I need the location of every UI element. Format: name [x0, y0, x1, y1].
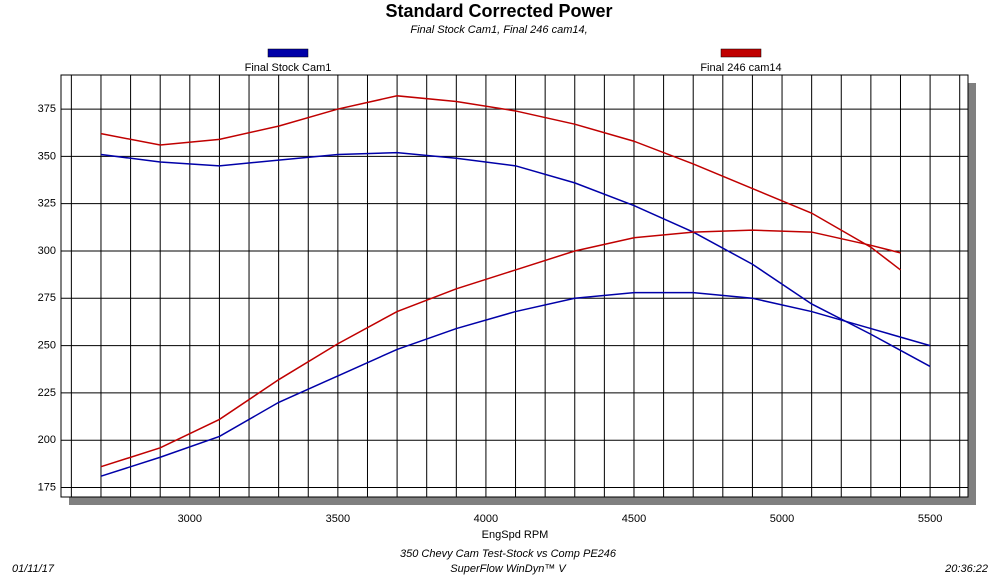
x-tick-label: 4500 [622, 513, 646, 525]
y-tick-label: 350 [38, 150, 56, 162]
y-tick-label: 175 [38, 481, 56, 493]
y-tick-label: 325 [38, 198, 56, 210]
legend-label: Final Stock Cam1 [245, 62, 332, 74]
y-tick-label: 225 [38, 387, 56, 399]
date: 01/11/17 [12, 563, 55, 575]
y-tick-label: 375 [38, 103, 56, 115]
x-tick-label: 5500 [918, 513, 942, 525]
data-line [100, 291, 931, 477]
x-tick-label: 3000 [178, 513, 202, 525]
chart-title: Standard Corrected Power [385, 1, 612, 21]
legend-label: Final 246 cam14 [700, 62, 781, 74]
y-tick-label: 250 [38, 340, 56, 352]
legend-swatch [720, 48, 762, 58]
x-tick-label: 3500 [326, 513, 350, 525]
x-tick-label: 5000 [770, 513, 794, 525]
time: 20:36:22 [944, 563, 988, 575]
x-tick-label: 4000 [474, 513, 498, 525]
footer: 350 Chevy Cam Test-Stock vs Comp PE246 [400, 548, 617, 560]
data-line [100, 95, 901, 271]
footer: SuperFlow WinDyn™ V [450, 563, 567, 575]
data-line [100, 151, 931, 368]
chart-subtitle: Final Stock Cam1, Final 246 cam14, [410, 24, 587, 36]
data-line [100, 229, 901, 468]
y-tick-label: 300 [38, 245, 56, 257]
legend-swatch [267, 48, 309, 58]
y-tick-label: 275 [38, 292, 56, 304]
plot-area [60, 74, 969, 498]
x-axis-label: EngSpd RPM [482, 529, 549, 541]
y-tick-label: 200 [38, 434, 56, 446]
